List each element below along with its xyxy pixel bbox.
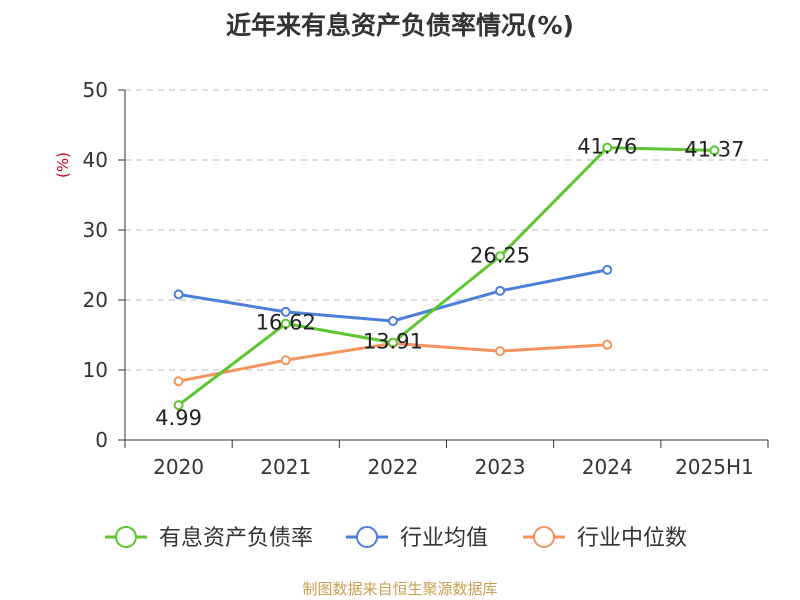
data-point xyxy=(173,289,184,300)
data-point xyxy=(280,306,291,317)
data-point xyxy=(602,142,613,153)
data-labels: 4.99 16.62 13.91 26.25 41.76 41.37 xyxy=(155,135,744,430)
legend-label: 有息资产负债率 xyxy=(159,526,313,551)
data-point xyxy=(495,251,506,262)
x-tick-label: 2023 xyxy=(475,455,526,479)
chart-title: 近年来有息资产负债率情况(%) xyxy=(226,11,574,40)
data-label: 13.91 xyxy=(363,330,423,354)
data-point xyxy=(387,316,398,326)
y-tick-labels: 0 10 20 30 40 50 xyxy=(83,78,108,452)
axes xyxy=(118,89,769,448)
legend-label: 行业中位数 xyxy=(577,526,687,551)
data-label: 16.62 xyxy=(256,311,316,335)
legend-label: 行业均值 xyxy=(400,526,488,551)
legend-marker xyxy=(115,526,137,548)
y-tick-label: 50 xyxy=(83,78,108,102)
legend: 有息资产负债率 行业均值 行业中位数 xyxy=(105,526,687,551)
source-note: 制图数据来自恒生聚源数据库 xyxy=(302,580,498,598)
x-tick-label: 2021 xyxy=(260,455,311,479)
data-point xyxy=(173,400,184,411)
legend-marker xyxy=(356,526,378,548)
legend-marker xyxy=(533,526,555,548)
data-point xyxy=(387,337,398,348)
series-points xyxy=(173,142,720,411)
data-label: 4.99 xyxy=(155,406,202,430)
y-tick-label: 20 xyxy=(83,288,108,312)
x-tick-label: 2020 xyxy=(153,455,204,479)
y-tick-label: 10 xyxy=(83,358,108,382)
y-tick-label: 40 xyxy=(83,148,108,172)
data-point xyxy=(280,355,291,366)
data-point xyxy=(495,285,506,296)
data-point xyxy=(602,339,613,350)
gridlines xyxy=(125,89,768,371)
data-point xyxy=(709,145,720,156)
y-tick-label: 30 xyxy=(83,218,108,242)
data-point xyxy=(280,318,291,329)
y-tick-label: 0 xyxy=(95,428,108,452)
x-tick-label: 2025H1 xyxy=(675,455,754,479)
series-lines xyxy=(177,146,715,407)
data-label: 41.76 xyxy=(577,135,637,159)
data-point xyxy=(173,376,184,387)
x-tick-labels: 2020 2021 2022 2023 2024 2025H1 xyxy=(153,455,754,479)
x-tick-label: 2022 xyxy=(367,455,418,479)
series-line xyxy=(178,268,608,323)
series-line xyxy=(177,146,715,407)
data-point xyxy=(495,346,506,357)
data-point xyxy=(602,264,613,275)
data-label: 41.37 xyxy=(684,137,744,161)
x-tick-label: 2024 xyxy=(582,455,633,479)
y-axis-label: (%) xyxy=(54,152,72,178)
data-label: 26.25 xyxy=(470,243,530,267)
